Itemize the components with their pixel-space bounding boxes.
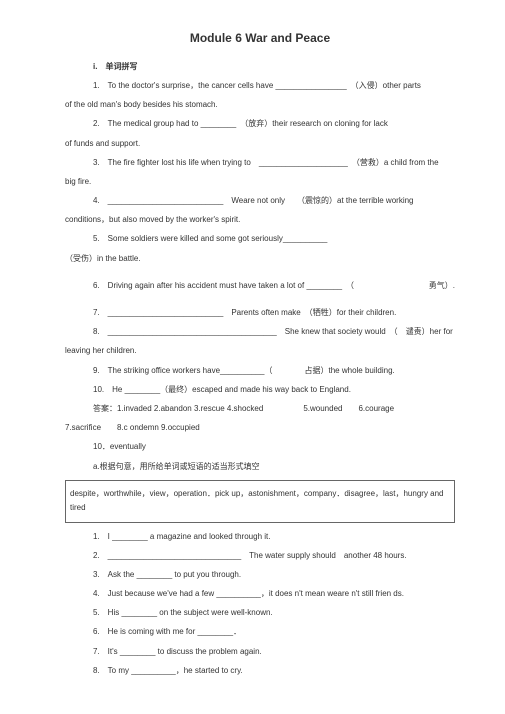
blank-2: 2. ______________________________ The wa…: [93, 550, 455, 561]
question-9: 9. The striking office workers have_____…: [93, 365, 455, 376]
question-5: 5. Some soldiers were killed and some go…: [93, 233, 455, 244]
question-7: 7. __________________________ Parents of…: [93, 307, 455, 318]
question-4: 4. __________________________ Weare not …: [93, 195, 455, 206]
section-i-label: i. 单词拼写: [93, 61, 455, 72]
question-2: 2. The medical group had to ________ （放弃…: [93, 118, 455, 129]
question-3-cont: big fire.: [65, 176, 455, 187]
blank-6: 6. He is coming with me for ________．: [93, 626, 455, 637]
question-10: 10. He ________（最终）escaped and made his …: [93, 384, 455, 395]
question-2-cont: of funds and support.: [65, 138, 455, 149]
word-bank-box: despite，worthwhile，view，operation．pick u…: [65, 480, 455, 523]
answers-line2: 7.sacrifice 8.c ondemn 9.occupied: [65, 422, 455, 433]
page-title: Module 6 War and Peace: [65, 30, 455, 47]
question-6: 6. Driving again after his accident must…: [93, 280, 354, 291]
question-5-cont: （受伤）in the battle.: [65, 253, 455, 264]
answers-line1: 答案：1.invaded 2.abandon 3.rescue 4.shocke…: [93, 403, 455, 414]
question-3: 3. The fire fighter lost his life when t…: [93, 157, 455, 168]
question-8-cont: leaving her children.: [65, 345, 455, 356]
question-1-cont: of the old man's body besides his stomac…: [65, 99, 455, 110]
blank-4: 4. Just because we've had a few ________…: [93, 588, 455, 599]
section-a-label: a.根据句意，用所给单词或短语的适当形式填空: [93, 461, 455, 472]
blank-8: 8. To my __________，he started to cry.: [93, 665, 455, 676]
worksheet-page: Module 6 War and Peace i. 单词拼写 1. To the…: [0, 0, 505, 714]
question-6-right: 勇气）.: [429, 280, 455, 291]
blank-7: 7. It's ________ to discuss the problem …: [93, 646, 455, 657]
question-4-cont: conditions，but also moved by the worker'…: [65, 214, 455, 225]
question-8: 8. _____________________________________…: [93, 326, 455, 337]
question-1: 1. To the doctor's surprise，the cancer c…: [93, 80, 455, 91]
blank-3: 3. Ask the ________ to put you through.: [93, 569, 455, 580]
answer-10: 10．eventually: [93, 441, 455, 452]
blank-5: 5. His ________ on the subject were well…: [93, 607, 455, 618]
blank-1: 1. I ________ a magazine and looked thro…: [93, 531, 455, 542]
